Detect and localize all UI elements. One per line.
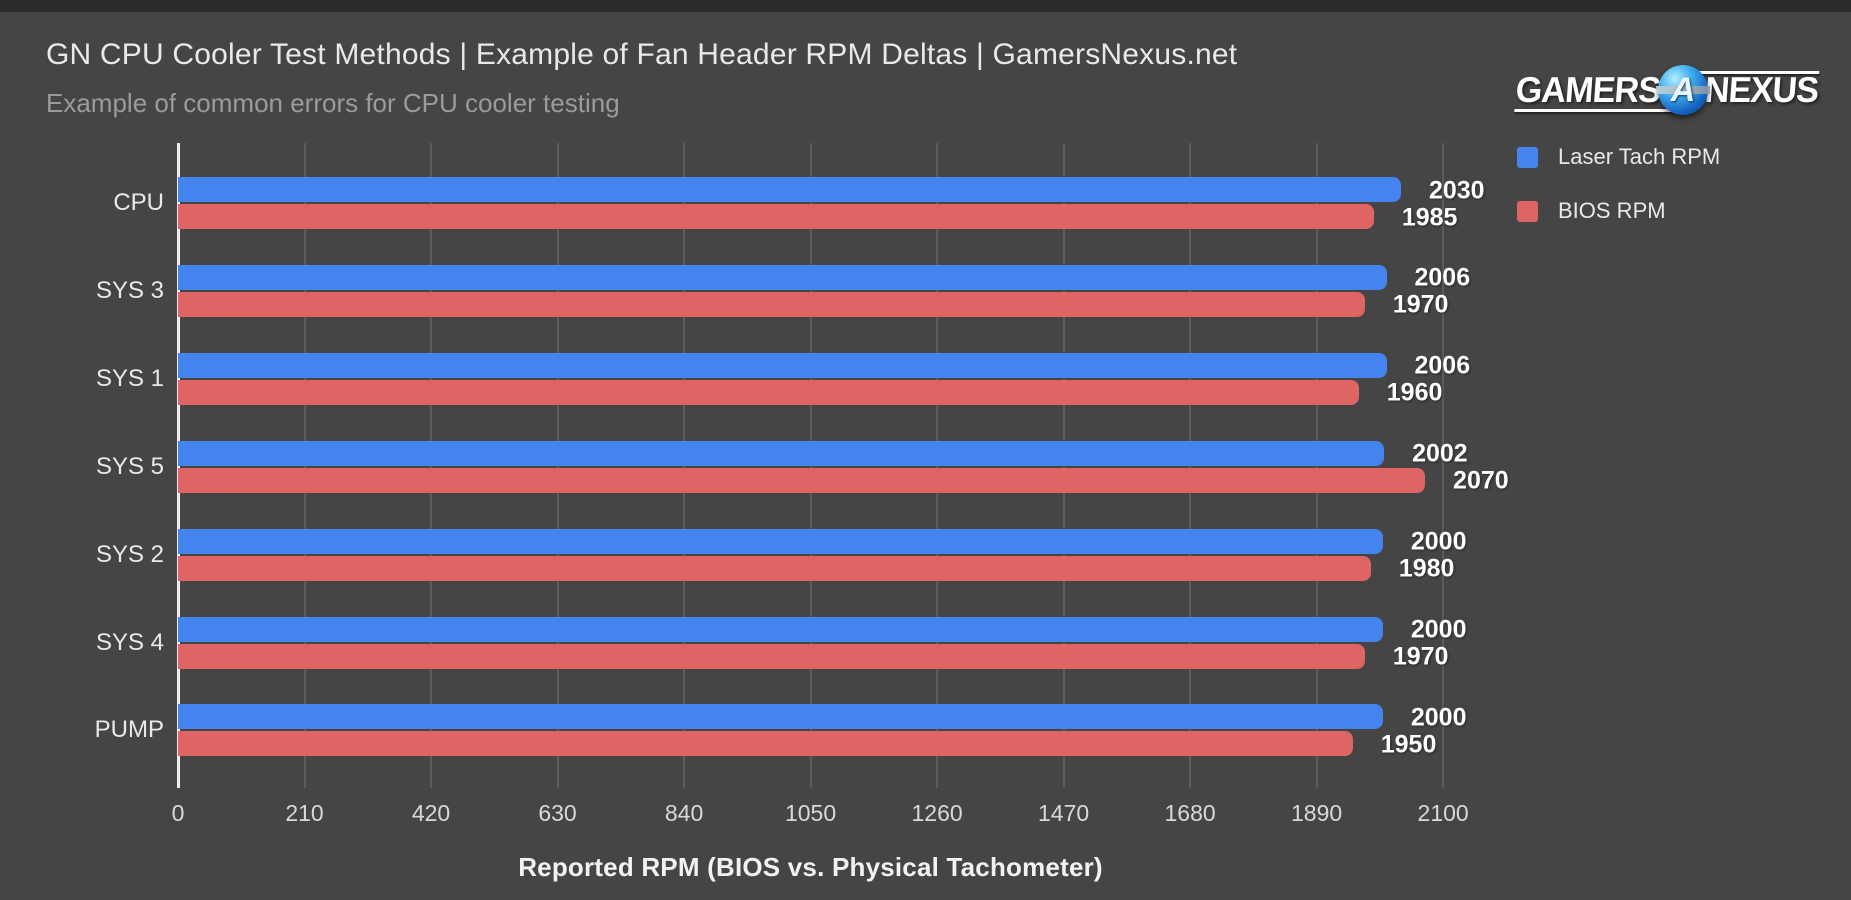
bar-bios-rpm-pump [178,731,1353,757]
x-tick-label-630: 630 [538,800,577,826]
x-tick-label-210: 210 [285,800,324,826]
bar-laser-tach-rpm-cpu [178,177,1401,202]
top-border-strip [0,0,1851,12]
category-label-sys-5: SYS 5 [95,452,164,480]
bar-value-bios-rpm-sys-2: 1980 [1398,554,1455,583]
bar-laser-tach-rpm-sys-5 [178,440,1385,466]
bar-laser-tach-rpm-sys-1 [178,352,1387,378]
bar-laser-tach-rpm-sys-4 [178,616,1383,642]
legend-swatch-laser-tach [1517,146,1538,168]
category-label-sys-3: SYS 3 [95,276,164,304]
bar-value-bios-rpm-sys-5: 2070 [1453,466,1509,495]
bar-value-bios-rpm-sys-3: 1970 [1392,290,1449,319]
bar-value-bios-rpm-pump: 1950 [1380,730,1437,759]
bar-laser-tach-rpm-sys-3 [178,264,1387,290]
legend-item-laser-tach: Laser Tach RPM [1517,144,1721,169]
bar-bios-rpm-sys-1 [178,379,1359,405]
x-tick-label-840: 840 [664,800,704,826]
bar-value-laser-tach-rpm-sys-4: 2000 [1410,615,1467,644]
legend-item-bios: BIOS RPM [1517,198,1720,223]
bar-laser-tach-rpm-pump [178,704,1383,730]
bar-value-bios-rpm-sys-4: 1970 [1392,642,1449,671]
x-tick-label-1680: 1680 [1164,800,1216,826]
chart-subtitle: Example of common errors for CPU cooler … [46,88,620,118]
bar-value-laser-tach-rpm-pump: 2000 [1410,703,1467,732]
x-tick-labels: 0 210 420 630 840 1050 1260 1470 1680 1890 2100 [172,800,1469,832]
gridline-2100 [1442,143,1445,788]
category-labels: CPU SYS 3 SYS 1 SYS 5 SYS 2 SYS 4 PUMP [0,143,164,788]
category-label-pump: PUMP [94,716,164,744]
category-label-sys-1: SYS 1 [95,364,164,392]
x-tick-label-1260: 1260 [911,800,963,826]
category-label-sys-2: SYS 2 [95,540,164,568]
logo-text-gamers: GAMERS [1514,69,1662,110]
bar-value-laser-tach-rpm-sys-1: 2006 [1414,351,1471,380]
logo-a-glyph: A [1670,71,1696,109]
bar-bios-rpm-sys-5 [178,467,1426,493]
bar-value-laser-tach-rpm-sys-2: 2000 [1410,527,1467,556]
bar-value-laser-tach-rpm-cpu: 2030 [1428,176,1485,204]
globe-icon: A [1655,65,1710,115]
bar-bios-rpm-sys-2 [178,555,1371,581]
bar-value-bios-rpm-cpu: 1985 [1401,203,1458,231]
bar-bios-rpm-sys-4 [178,643,1365,669]
bar-value-laser-tach-rpm-sys-5: 2002 [1412,439,1468,468]
bar-bios-rpm-sys-3 [178,291,1365,317]
bar-bios-rpm-cpu [178,204,1374,229]
bar-laser-tach-rpm-sys-2 [178,528,1383,554]
legend-label-laser-tach: Laser Tach RPM [1558,144,1721,169]
x-tick-label-1470: 1470 [1037,800,1090,826]
gamersnexus-logo: GAMERS A NEXUS [1512,58,1821,122]
x-tick-label-2100: 2100 [1417,800,1469,826]
legend: Laser Tach RPM BIOS RPM [1517,144,1721,254]
bar-value-laser-tach-rpm-sys-3: 2006 [1414,263,1471,292]
bar-value-bios-rpm-sys-1: 1960 [1386,378,1443,407]
category-label-sys-4: SYS 4 [95,628,164,656]
x-tick-label-1890: 1890 [1291,800,1343,826]
x-tick-label-1050: 1050 [784,800,837,826]
x-tick-label-420: 420 [411,800,451,826]
logo-text-nexus: NEXUS [1703,69,1820,110]
x-axis-title: Reported RPM (BIOS vs. Physical Tachomet… [518,852,1103,882]
x-tick-label-0: 0 [171,800,185,826]
chart-title: GN CPU Cooler Test Methods | Example of … [46,38,1238,71]
plot-area: 2030 1985 2006 1970 2006 1960 2002 2070 2000 1980… [176,143,1509,788]
legend-swatch-bios [1517,200,1538,222]
category-label-cpu: CPU [113,189,164,216]
legend-label-bios: BIOS RPM [1558,198,1666,223]
